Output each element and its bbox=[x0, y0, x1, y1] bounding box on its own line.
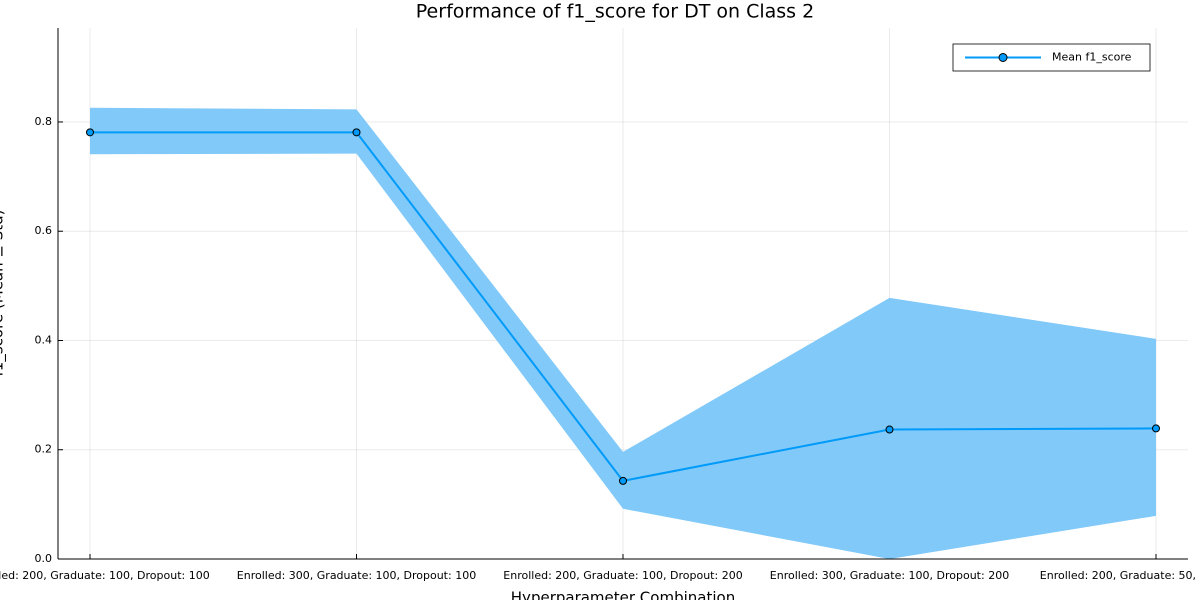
point bbox=[86, 128, 94, 137]
point bbox=[885, 425, 894, 434]
y-tick-label: 0.4 bbox=[35, 333, 53, 346]
point bbox=[352, 128, 361, 137]
x-tick-label: Enrolled: 300, Graduate: 100, Dropout: 2… bbox=[770, 569, 1009, 582]
x-tick-label: Enrolled: 200, Graduate: 50, Dropout: 20… bbox=[1040, 569, 1200, 582]
x-axis-label: Hyperparameter Combination bbox=[511, 589, 735, 600]
point bbox=[1152, 424, 1160, 433]
x-tick-label: Enrolled: 200, Graduate: 100, Dropout: 2… bbox=[503, 569, 742, 582]
point bbox=[619, 476, 627, 485]
x-tick-label: Enrolled: 200, Graduate: 100, Dropout: 1… bbox=[0, 569, 210, 582]
y-tick-label: 0.6 bbox=[35, 224, 53, 237]
legend-marker bbox=[998, 53, 1008, 62]
std-band bbox=[90, 107, 1156, 559]
chart-title: Performance of f1_score for DT on Class … bbox=[416, 1, 814, 23]
y-tick-label: 0.8 bbox=[35, 115, 53, 128]
y-tick-label: 0.2 bbox=[35, 443, 53, 456]
y-axis-label: f1_score (Mean ± Std) bbox=[0, 210, 8, 377]
legend-label: Mean f1_score bbox=[1052, 51, 1132, 64]
y-tick-label: 0.0 bbox=[35, 552, 53, 565]
x-tick-label: Enrolled: 300, Graduate: 100, Dropout: 1… bbox=[237, 569, 476, 582]
